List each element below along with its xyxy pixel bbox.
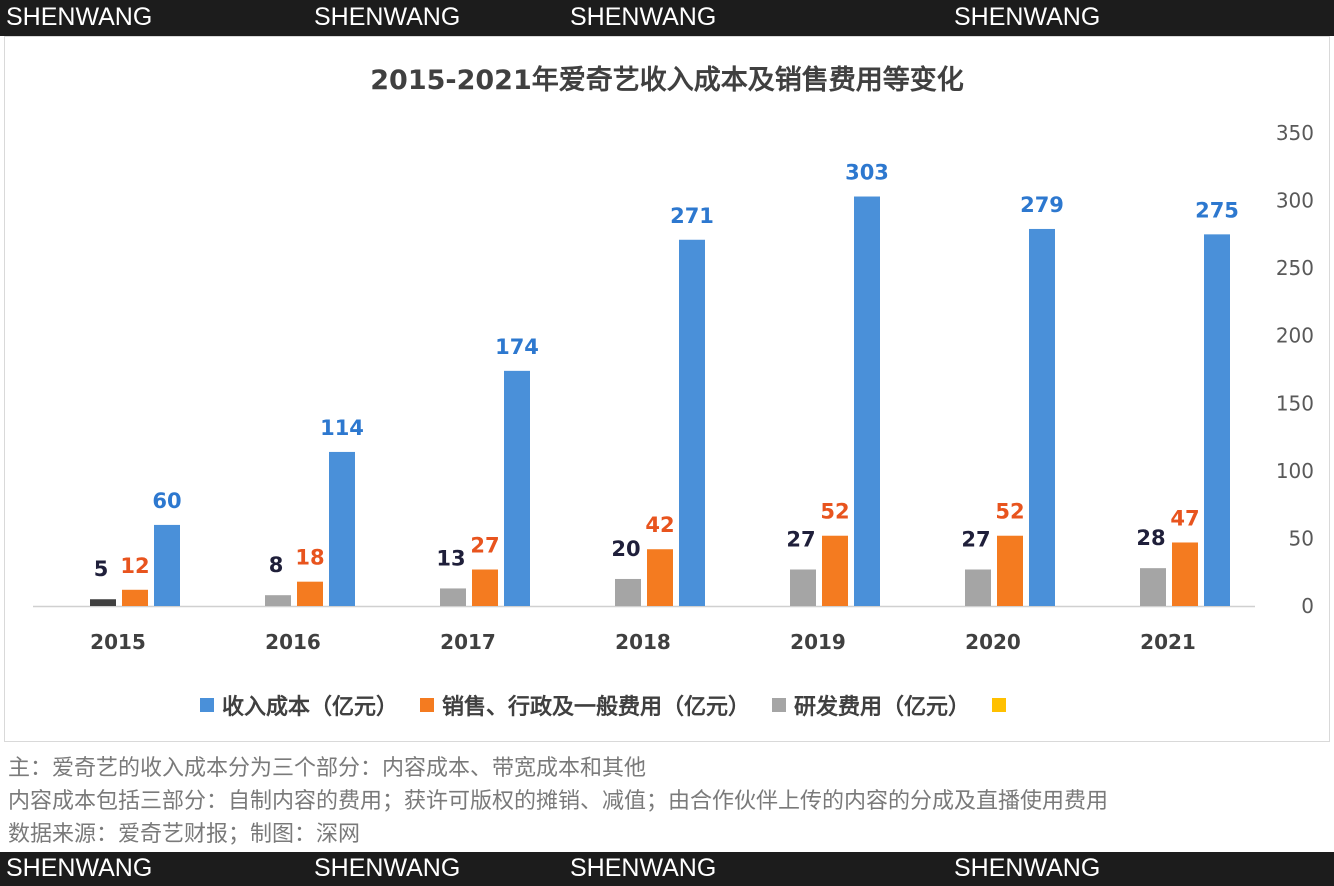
- data-label: 27: [786, 528, 815, 552]
- bar: [854, 196, 880, 606]
- watermark: SHENWANG: [6, 854, 153, 882]
- chart-area: [4, 36, 1330, 742]
- bar: [472, 569, 498, 606]
- y-tick-label: 200: [1276, 324, 1314, 348]
- data-label: 60: [152, 489, 181, 513]
- bar: [440, 588, 466, 606]
- legend-swatch: [420, 698, 435, 712]
- data-label: 174: [495, 335, 539, 359]
- bar: [504, 370, 530, 606]
- bar: [1140, 568, 1166, 606]
- watermark: SHENWANG: [954, 854, 1101, 882]
- chart-title: 2015-2021年爱奇艺收入成本及销售费用等变化: [370, 65, 964, 96]
- x-tick-label: 2021: [1140, 630, 1196, 654]
- data-label: 47: [1170, 506, 1199, 530]
- data-label: 8: [269, 553, 284, 577]
- watermark: SHENWANG: [314, 854, 461, 882]
- bar: [790, 569, 816, 606]
- data-label: 12: [120, 554, 149, 578]
- legend: 收入成本（亿元） 销售、行政及一般费用（亿元） 研发费用（亿元）: [200, 689, 1036, 721]
- legend-swatch: [200, 698, 214, 712]
- notes: 主：爱奇艺的收入成本分为三个部分：内容成本、带宽成本和其他 内容成本包括三部分：…: [8, 752, 1108, 851]
- data-label: 52: [995, 500, 1024, 524]
- x-tick-label: 2017: [440, 630, 496, 654]
- bar: [265, 595, 291, 606]
- note-line: 主：爱奇艺的收入成本分为三个部分：内容成本、带宽成本和其他: [8, 756, 647, 781]
- y-tick-label: 100: [1276, 459, 1314, 483]
- watermark-band-top: SHENWANG SHENWANG SHENWANG SHENWANG: [0, 0, 1334, 36]
- data-label: 271: [670, 204, 714, 228]
- bar: [822, 535, 848, 606]
- bar: [122, 589, 148, 606]
- data-label: 18: [295, 546, 324, 570]
- x-tick-label: 2019: [790, 630, 846, 654]
- x-tick-label: 2020: [965, 630, 1021, 654]
- bar: [997, 535, 1023, 606]
- note-line: 数据来源：爱奇艺财报；制图：深网: [8, 822, 361, 847]
- bar: [1172, 542, 1198, 606]
- y-tick-label: 0: [1301, 594, 1314, 618]
- data-label: 42: [645, 513, 674, 537]
- y-tick-label: 50: [1289, 526, 1314, 550]
- legend-item: 收入成本（亿元）: [200, 689, 398, 721]
- watermark: SHENWANG: [570, 3, 717, 31]
- data-label: 52: [820, 500, 849, 524]
- legend-label: 研发费用（亿元）: [794, 695, 971, 720]
- bar: [647, 549, 673, 606]
- y-tick-label: 300: [1276, 189, 1314, 213]
- watermark: SHENWANG: [954, 3, 1101, 31]
- bar: [1204, 234, 1230, 606]
- data-label: 5: [94, 557, 109, 581]
- data-label: 13: [436, 546, 465, 570]
- watermark: SHENWANG: [314, 3, 461, 31]
- legend-item: [992, 698, 1014, 712]
- legend-label: 收入成本（亿元）: [222, 695, 399, 720]
- y-tick-label: 250: [1276, 256, 1314, 280]
- note-line: 内容成本包括三部分：自制内容的费用；获许可版权的摊销、减值；由合作伙伴上传的内容…: [8, 789, 1109, 814]
- data-label: 279: [1020, 193, 1064, 217]
- bar: [965, 569, 991, 606]
- data-label: 27: [470, 534, 499, 558]
- legend-item: 销售、行政及一般费用（亿元）: [420, 689, 750, 721]
- data-label: 114: [320, 416, 364, 440]
- data-label: 28: [1136, 526, 1165, 550]
- data-label: 27: [961, 528, 990, 552]
- legend-swatch: [992, 698, 1007, 712]
- watermark: SHENWANG: [570, 854, 717, 882]
- y-tick-label: 350: [1276, 121, 1314, 145]
- legend-item: 研发费用（亿元）: [772, 689, 970, 721]
- bar: [615, 578, 641, 606]
- legend-label: 销售、行政及一般费用（亿元）: [442, 695, 751, 720]
- x-tick-label: 2015: [90, 630, 146, 654]
- bar: [679, 239, 705, 606]
- legend-swatch: [772, 698, 787, 712]
- data-label: 20: [611, 537, 640, 561]
- watermark: SHENWANG: [6, 3, 153, 31]
- bar: [297, 581, 323, 606]
- data-label: 303: [845, 161, 889, 185]
- x-tick-label: 2018: [615, 630, 671, 654]
- watermark-band-bottom: SHENWANG SHENWANG SHENWANG SHENWANG: [0, 852, 1334, 886]
- bar-chart: 0 50 100 150 200 250 300 350 2015 5 12 60 2016 8 18 114…: [33, 121, 1314, 654]
- y-tick-label: 150: [1276, 391, 1314, 415]
- bar: [154, 524, 180, 606]
- bar: [329, 451, 355, 606]
- x-tick-label: 2016: [265, 630, 321, 654]
- data-label: 275: [1195, 198, 1239, 222]
- bar: [1029, 228, 1055, 607]
- bar: [90, 599, 116, 606]
